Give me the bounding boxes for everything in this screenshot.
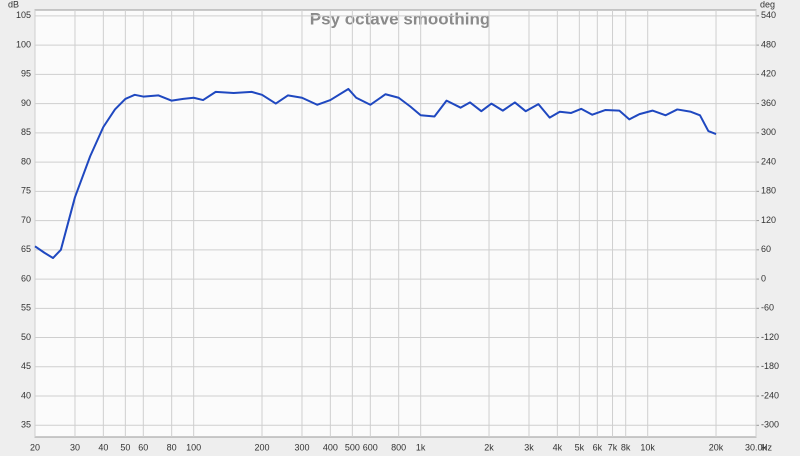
x-tick-label: 10k	[640, 442, 655, 452]
y2-tick-label: 180	[761, 186, 776, 196]
y2-tick-label: 420	[761, 69, 776, 79]
y-tick-label: 80	[21, 156, 31, 166]
y-tick-label: 105	[16, 10, 31, 20]
y2-tick-label: -120	[761, 332, 779, 342]
y-tick-label: 90	[21, 98, 31, 108]
y2-tick-label: 360	[761, 98, 776, 108]
y-tick-label: 55	[21, 303, 31, 313]
y2-tick-label: -60	[761, 303, 774, 313]
y-tick-label: 100	[16, 39, 31, 49]
y-tick-label: 75	[21, 186, 31, 196]
y-tick-label: 85	[21, 127, 31, 137]
y2-tick-label: -300	[761, 420, 779, 430]
x-tick-label: 4k	[553, 442, 563, 452]
x-tick-label: 6k	[593, 442, 603, 452]
x-tick-label: 400	[323, 442, 338, 452]
x-tick-label: 50	[120, 442, 130, 452]
x-tick-label: 40	[98, 442, 108, 452]
y2-unit: deg	[760, 0, 775, 9]
y-tick-label: 70	[21, 215, 31, 225]
x-tick-label: 5k	[575, 442, 585, 452]
y2-tick-label: 300	[761, 127, 776, 137]
y-tick-label: 45	[21, 361, 31, 371]
x-tick-label: 30.0k	[745, 442, 768, 452]
y-unit: dB	[8, 0, 19, 9]
x-tick-label: 600	[363, 442, 378, 452]
y-tick-label: 50	[21, 332, 31, 342]
x-tick-label: 80	[167, 442, 177, 452]
x-tick-label: 1k	[416, 442, 426, 452]
y2-tick-label: 60	[761, 244, 771, 254]
y-tick-label: 65	[21, 244, 31, 254]
y2-tick-label: 480	[761, 39, 776, 49]
x-tick-label: 20k	[709, 442, 724, 452]
x-tick-label: 7k	[608, 442, 618, 452]
y2-tick-label: 540	[761, 10, 776, 20]
x-tick-label: 800	[391, 442, 406, 452]
plot-area	[34, 9, 757, 438]
y2-tick-label: 0	[761, 273, 766, 283]
x-tick-label: 8k	[621, 442, 631, 452]
chart-title: Psy octave smoothing	[310, 9, 490, 28]
y-tick-label: 95	[21, 69, 31, 79]
x-tick-label: 20	[30, 442, 40, 452]
y2-tick-label: -240	[761, 390, 779, 400]
x-unit: Hz	[761, 442, 772, 452]
x-tick-label: 2k	[484, 442, 494, 452]
y2-tick-label: 240	[761, 156, 776, 166]
y2-tick-label: 120	[761, 215, 776, 225]
response-line	[34, 87, 717, 260]
x-tick-label: 500	[345, 442, 360, 452]
x-tick-label: 60	[138, 442, 148, 452]
x-tick-label: 300	[294, 442, 309, 452]
x-tick-label: 30	[70, 442, 80, 452]
y2-tick-label: -180	[761, 361, 779, 371]
y-tick-label: 40	[21, 390, 31, 400]
y-tick-label: 35	[21, 420, 31, 430]
x-tick-label: 100	[186, 442, 201, 452]
x-tick-label: 3k	[524, 442, 534, 452]
y-tick-label: 60	[21, 273, 31, 283]
x-tick-label: 200	[254, 442, 269, 452]
